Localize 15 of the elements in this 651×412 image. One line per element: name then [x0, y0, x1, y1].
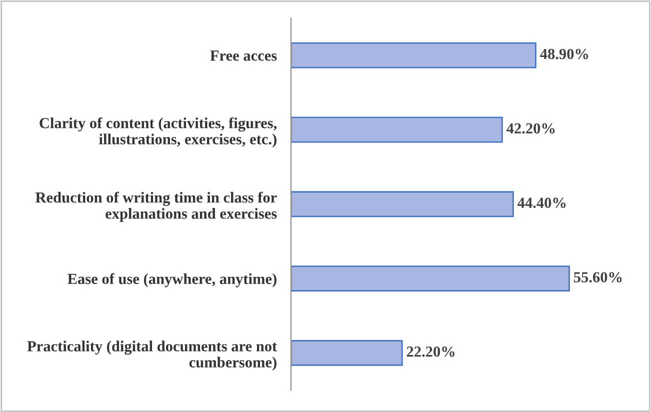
y-tick-label: Ease of use (anywhere, anytime) [68, 273, 276, 288]
bar [290, 266, 570, 292]
bar [290, 116, 503, 143]
y-tick-label: Free acces [210, 50, 277, 61]
y-tick-label: Reduction of writing time in class for explanations and exercises [36, 192, 277, 222]
data-label: 48.90% [540, 48, 588, 60]
data-label: 42.20% [506, 123, 555, 134]
y-tick-label: Practicality (digital documents are not cumbersome) [27, 340, 278, 371]
bar [290, 42, 536, 68]
data-label: 55.60% [574, 272, 622, 282]
y-tick-label: Clarity of content (activities, figures, illustrations, exercises, etc.) [40, 117, 277, 148]
bar [290, 340, 403, 366]
data-label: 22.20% [406, 346, 454, 357]
bar [290, 191, 514, 218]
data-label: 44.40% [518, 198, 566, 208]
